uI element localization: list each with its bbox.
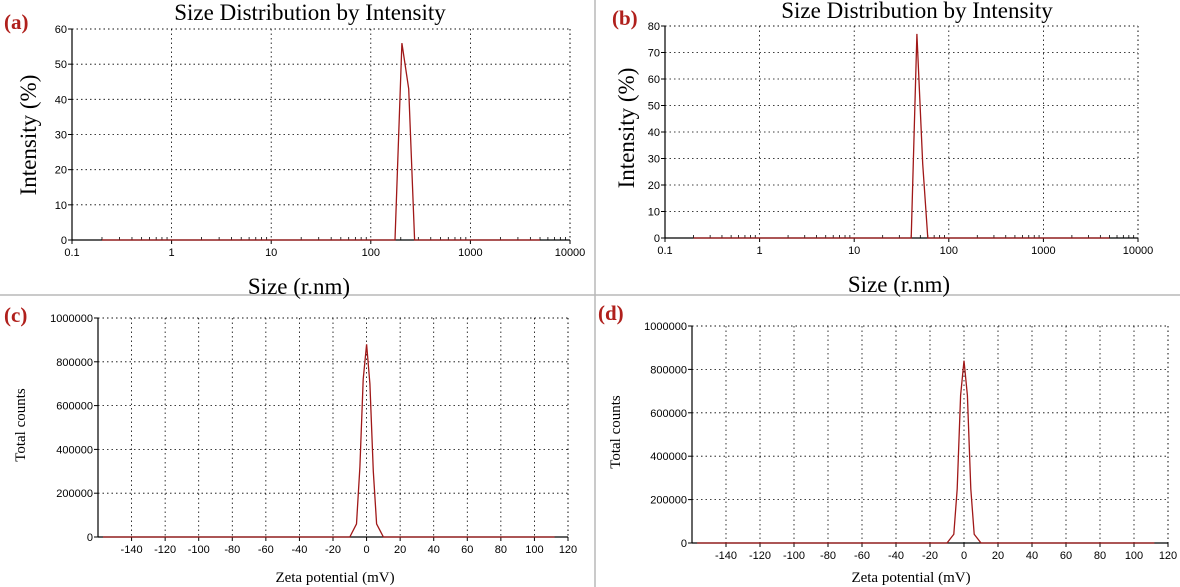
x-tick-label: -20 xyxy=(922,550,938,562)
grid xyxy=(665,25,1139,238)
y-tick-label: 10 xyxy=(648,207,660,219)
y-tick-label: 20 xyxy=(648,180,660,192)
panel-b: (b) Size Distribution by Intensity Inten… xyxy=(612,0,1153,297)
y-axis-label: Intensity (%) xyxy=(16,75,41,196)
series-line xyxy=(697,360,1155,544)
y-tick-label: 600000 xyxy=(650,408,687,420)
grid xyxy=(98,317,569,537)
series-line xyxy=(693,33,1110,239)
y-tick-label: 800000 xyxy=(650,364,687,376)
panel-label: (c) xyxy=(4,303,27,327)
x-tick-label: -40 xyxy=(291,544,307,556)
panel-label: (b) xyxy=(612,6,638,30)
y-tick-label: 10 xyxy=(55,200,67,212)
y-tick-label: 70 xyxy=(648,48,660,60)
x-tick-label: -80 xyxy=(224,544,240,556)
x-tick-label: -140 xyxy=(121,544,143,556)
y-tick-label: 600000 xyxy=(56,401,93,413)
x-tick-label: 100 xyxy=(525,544,543,556)
y-tick-label: 0 xyxy=(87,532,93,544)
y-tick-label: 60 xyxy=(55,24,67,36)
x-tick-label: 10000 xyxy=(1123,245,1154,257)
x-tick-label: 10 xyxy=(265,247,277,259)
x-tick-label: -120 xyxy=(154,544,176,556)
y-tick-label: 40 xyxy=(55,94,67,106)
y-tick-label: 50 xyxy=(55,59,67,71)
x-tick-label: -40 xyxy=(888,550,904,562)
x-tick-label: 1000 xyxy=(1031,245,1055,257)
panel-d: (d) Total counts Zeta potential (mV) -14… xyxy=(598,301,1177,586)
x-tick-label: 20 xyxy=(394,544,406,556)
x-tick-label: -60 xyxy=(258,544,274,556)
grid xyxy=(692,325,1169,543)
series-line xyxy=(103,344,555,538)
x-tick-label: -60 xyxy=(854,550,870,562)
x-tick-label: 100 xyxy=(362,247,380,259)
x-tick-label: -100 xyxy=(783,550,805,562)
x-tick-label: 40 xyxy=(428,544,440,556)
x-axis-label: Size (r.nm) xyxy=(248,274,350,299)
y-tick-label: 1000000 xyxy=(50,313,93,325)
y-tick-label: 80 xyxy=(648,21,660,33)
x-axis-label: Zeta potential (mV) xyxy=(275,570,394,586)
x-axis-label: Zeta potential (mV) xyxy=(851,570,970,586)
x-tick-label: -80 xyxy=(820,550,836,562)
panel-a: (a) Size Distribution by Intensity Inten… xyxy=(4,0,585,299)
x-tick-label: 10000 xyxy=(555,247,586,259)
x-tick-label: 1 xyxy=(169,247,175,259)
series-line xyxy=(102,43,540,241)
y-tick-label: 30 xyxy=(55,130,67,142)
y-tick-label: 800000 xyxy=(56,357,93,369)
chart-title: Size Distribution by Intensity xyxy=(174,0,446,25)
x-tick-label: 20 xyxy=(992,550,1004,562)
x-tick-label: -120 xyxy=(749,550,771,562)
x-tick-label: 80 xyxy=(495,544,507,556)
x-tick-label: -20 xyxy=(325,544,341,556)
grid xyxy=(72,28,571,240)
x-tick-label: 60 xyxy=(1060,550,1072,562)
y-tick-label: 400000 xyxy=(650,451,687,463)
x-axis-label: Size (r.nm) xyxy=(848,272,950,297)
y-tick-label: 200000 xyxy=(650,495,687,507)
x-tick-label: 100 xyxy=(1125,550,1143,562)
y-axis-label: Total counts xyxy=(13,388,29,462)
y-tick-label: 0 xyxy=(681,538,687,550)
x-tick-label: 100 xyxy=(940,245,958,257)
x-tick-label: -100 xyxy=(188,544,210,556)
y-tick-label: 0 xyxy=(654,233,660,245)
y-tick-label: 200000 xyxy=(56,488,93,500)
y-tick-label: 40 xyxy=(648,127,660,139)
x-tick-label: 0 xyxy=(364,544,370,556)
y-tick-label: 20 xyxy=(55,165,67,177)
y-tick-label: 1000000 xyxy=(644,321,687,333)
x-tick-label: 0 xyxy=(961,550,967,562)
panel-label: (d) xyxy=(598,301,624,325)
x-tick-label: 1000 xyxy=(458,247,482,259)
y-tick-label: 50 xyxy=(648,101,660,113)
y-tick-label: 60 xyxy=(648,74,660,86)
y-tick-label: 30 xyxy=(648,154,660,166)
panel-c: (c) Total counts Zeta potential (mV) -14… xyxy=(4,303,577,586)
chart-title: Size Distribution by Intensity xyxy=(781,0,1053,23)
x-tick-label: 80 xyxy=(1094,550,1106,562)
y-tick-label: 0 xyxy=(61,235,67,247)
x-tick-label: 120 xyxy=(559,544,577,556)
x-tick-label: 0.1 xyxy=(64,247,79,259)
x-tick-label: 40 xyxy=(1026,550,1038,562)
x-tick-label: 0.1 xyxy=(657,245,672,257)
x-tick-label: 60 xyxy=(461,544,473,556)
x-tick-label: 120 xyxy=(1159,550,1177,562)
x-tick-label: 1 xyxy=(757,245,763,257)
y-axis-label: Intensity (%) xyxy=(614,68,639,189)
y-axis-label: Total counts xyxy=(608,395,624,469)
y-tick-label: 400000 xyxy=(56,444,93,456)
x-tick-label: 10 xyxy=(848,245,860,257)
panel-label: (a) xyxy=(4,10,29,34)
x-tick-label: -140 xyxy=(715,550,737,562)
